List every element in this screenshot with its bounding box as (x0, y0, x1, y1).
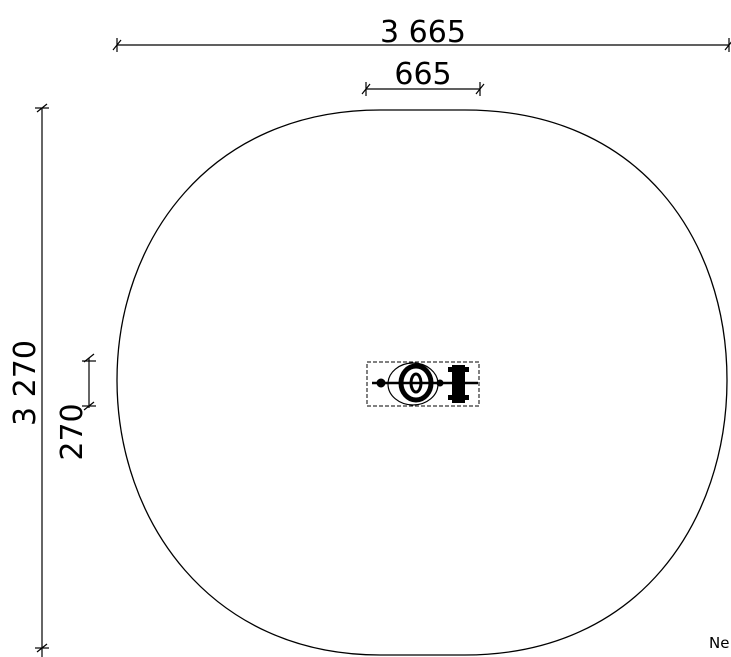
equipment-symbol (372, 362, 478, 406)
overall-height-dimension (35, 103, 49, 657)
equipment-footprint (366, 361, 480, 407)
equipment-height-label: 270 (55, 403, 90, 460)
overall-height-label: 3 270 (8, 340, 43, 426)
safety-zone-outline (116, 109, 728, 656)
equipment-width-label: 665 (394, 57, 451, 92)
overall-width-dimension (112, 38, 731, 52)
equipment-height-dimension (82, 353, 96, 411)
cutoff-label: Ne (709, 634, 729, 652)
equipment-width-dimension (361, 82, 485, 96)
overall-width-label: 3 665 (380, 15, 466, 50)
